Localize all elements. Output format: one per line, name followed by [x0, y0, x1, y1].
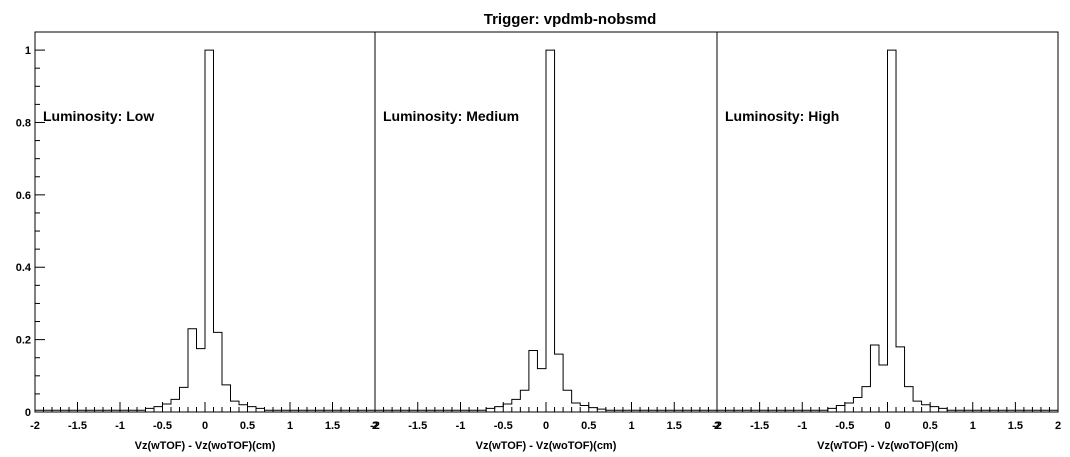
- x-tick-label: -2: [712, 420, 722, 432]
- x-tick-label: -1.5: [408, 420, 427, 432]
- x-tick-label: 0.5: [922, 420, 937, 432]
- x-tick-label: 2: [714, 420, 720, 432]
- y-tick-label: 0: [25, 407, 31, 419]
- luminosity-annotation: Luminosity: Low: [43, 108, 154, 124]
- x-tick-label: 0: [543, 420, 549, 432]
- y-tick-label: 1: [25, 45, 31, 57]
- histogram-panel-1: -2 -1.5 -1 -0.5 0 0.5 1 1.5 2 0 0.2 0.4 0.6 0.8 1 Lumin…: [16, 31, 378, 452]
- x-tick-label: -0.5: [153, 420, 172, 432]
- x-tick-label: 1: [970, 420, 976, 432]
- x-tick-label: -0.5: [494, 420, 513, 432]
- figure-title: Trigger: vpdmb-nobsmd: [484, 11, 657, 28]
- y-tick-label: 0.8: [16, 117, 31, 129]
- x-tick-label: -1: [456, 420, 466, 432]
- x-axis-label: Vz(wTOF) - Vz(woTOF)(cm): [817, 440, 958, 452]
- x-tick-label: 0: [202, 420, 208, 432]
- x-tick-label: 2: [372, 420, 378, 432]
- x-tick-label: 0.5: [240, 420, 255, 432]
- x-tick-label: 2: [1055, 420, 1061, 432]
- histogram-panel-3: -2 -1.5 -1 -0.5 0 0.5 1 1.5 2 Luminosity: High Vz(…: [712, 31, 1061, 452]
- x-tick-label: -1: [115, 420, 125, 432]
- histogram-line: [717, 49, 1058, 411]
- x-tick-label: 0: [884, 420, 890, 432]
- histogram-line: [35, 49, 375, 411]
- luminosity-annotation: Luminosity: High: [725, 108, 839, 124]
- x-tick-label: 1: [287, 420, 293, 432]
- y-tick-label: 0.4: [16, 262, 32, 274]
- x-tick-label: -1.5: [750, 420, 769, 432]
- x-tick-label: -1.5: [68, 420, 87, 432]
- x-tick-label: -1: [797, 420, 807, 432]
- x-tick-label: 1.5: [1008, 420, 1023, 432]
- x-tick-label: -2: [30, 420, 40, 432]
- x-axis-label: Vz(wTOF) - Vz(woTOF)(cm): [476, 440, 617, 452]
- y-tick-label: 0.2: [16, 335, 31, 347]
- x-tick-label: 1.5: [325, 420, 340, 432]
- y-tick-label: 0.6: [16, 190, 31, 202]
- x-tick-label: 1: [628, 420, 634, 432]
- histogram-line: [375, 49, 717, 411]
- x-axis-label: Vz(wTOF) - Vz(woTOF)(cm): [135, 440, 276, 452]
- histogram-panel-2: -2 -1.5 -1 -0.5 0 0.5 1 1.5 2 Luminosity: Medium V…: [370, 31, 720, 452]
- luminosity-annotation: Luminosity: Medium: [383, 108, 519, 124]
- x-tick-label: -0.5: [835, 420, 854, 432]
- x-tick-label: -2: [370, 420, 380, 432]
- x-tick-label: 1.5: [667, 420, 682, 432]
- x-tick-label: 0.5: [581, 420, 596, 432]
